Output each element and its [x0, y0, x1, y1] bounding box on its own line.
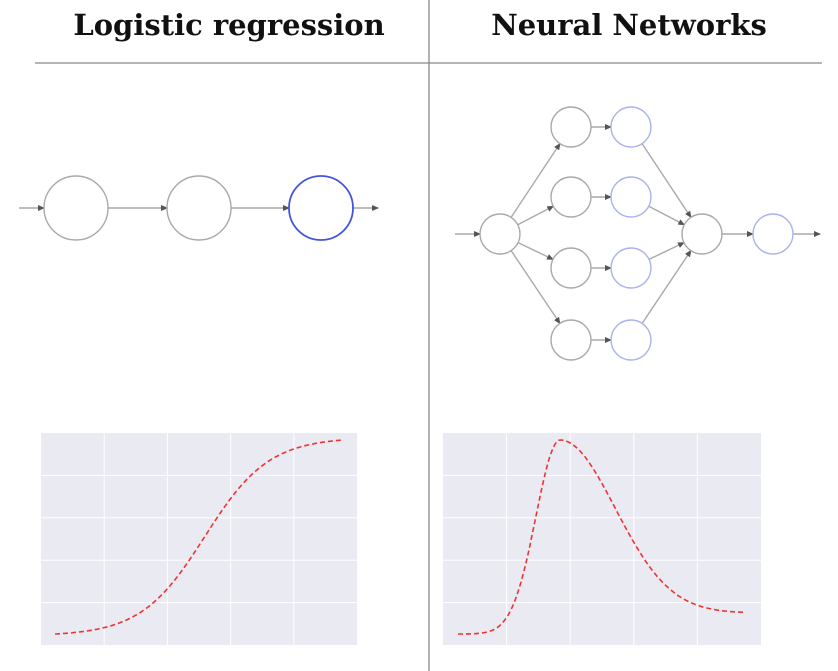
sigmoid-plot-grid	[41, 433, 357, 645]
edge-a3-sum	[648, 242, 685, 260]
sigmoid-plot-background	[41, 433, 357, 645]
bump-plot-background	[443, 433, 761, 645]
edge-a4-sum	[641, 249, 692, 324]
logistic-regression-network	[19, 175, 379, 241]
edge-input-h2	[517, 205, 555, 226]
node-input	[479, 213, 521, 255]
node-a4	[610, 319, 652, 361]
edge-a2-sum	[648, 205, 686, 226]
bump-plot	[443, 433, 761, 645]
node-h1	[550, 106, 592, 148]
node-sum	[681, 213, 723, 255]
bump-plot-grid	[443, 433, 761, 645]
logistic-regression-title: Logistic regression	[73, 8, 385, 42]
node-h4	[550, 319, 592, 361]
node-n3	[288, 175, 354, 241]
sigmoid-plot	[41, 433, 357, 645]
neural-network-graph	[455, 106, 821, 361]
sigmoid-curve	[54, 439, 344, 635]
edge-input-h3	[517, 242, 554, 260]
node-a1	[610, 106, 652, 148]
node-out	[752, 213, 794, 255]
node-a3	[610, 247, 652, 289]
edge-a1-sum	[641, 143, 692, 219]
node-h3	[550, 247, 592, 289]
node-h2	[550, 176, 592, 218]
bump-curve	[458, 439, 746, 635]
edge-input-h1	[510, 142, 561, 218]
edge-input-h4	[510, 250, 561, 325]
node-a2	[610, 176, 652, 218]
node-n1	[43, 175, 109, 241]
neural-networks-title: Neural Networks	[491, 8, 767, 42]
node-n2	[166, 175, 232, 241]
